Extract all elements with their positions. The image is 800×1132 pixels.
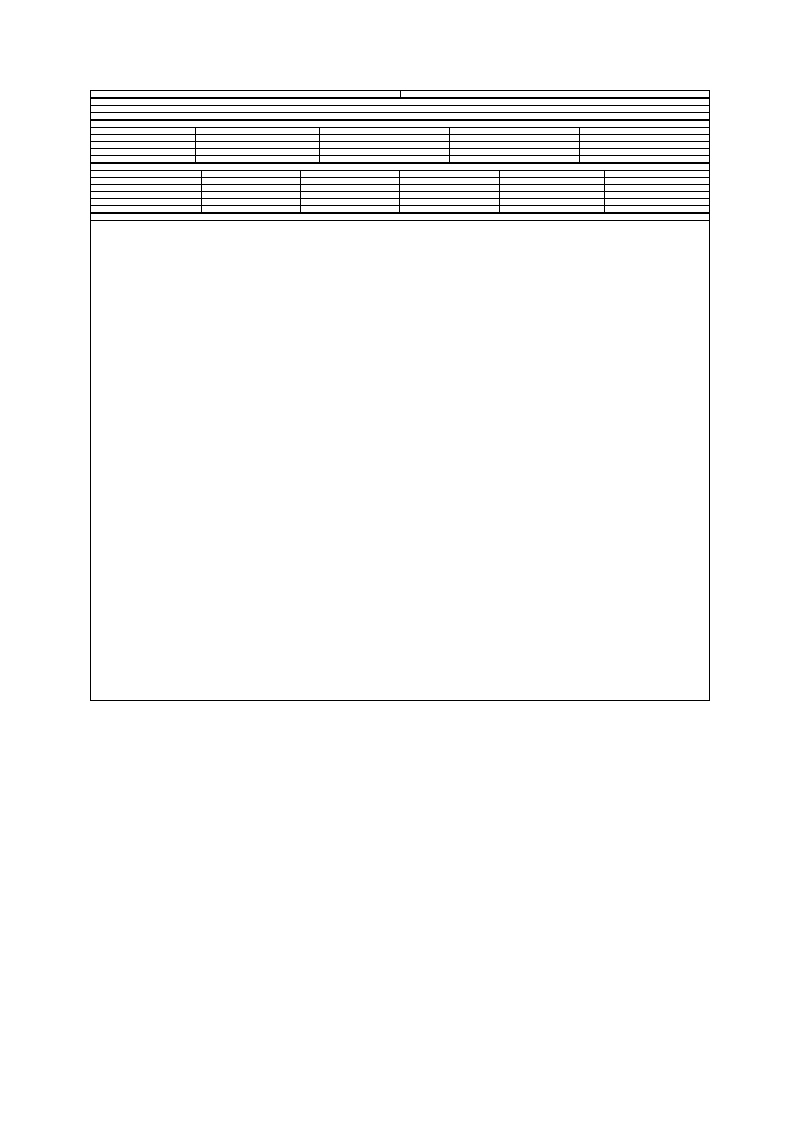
t2r4c3: [400, 206, 499, 213]
t2r3c4: [499, 199, 604, 206]
t2r2c4: [499, 192, 604, 199]
t2r1c0: [91, 185, 202, 192]
t1r2c4: [579, 149, 709, 156]
t2r0c5: [604, 178, 709, 185]
t1-h3: [450, 128, 580, 135]
t1-h0: [91, 128, 196, 135]
t1r3c1: [196, 156, 320, 163]
t1r0c1: [196, 135, 320, 142]
t2r1c3: [400, 185, 499, 192]
flow-title-row: [90, 213, 710, 221]
t2-h2: [301, 171, 400, 178]
t1-h4: [579, 128, 709, 135]
t1r1c1: [196, 142, 320, 149]
t2-h1: [202, 171, 301, 178]
t2r0c4: [499, 178, 604, 185]
t2-h3: [400, 171, 499, 178]
situation-design: [90, 98, 710, 120]
t1r1c4: [579, 142, 709, 149]
table-collab: [90, 163, 710, 213]
t2-h4: [499, 171, 604, 178]
t1r3c2: [320, 156, 450, 163]
t1r2c1: [196, 149, 320, 156]
sub3-title: [91, 214, 710, 221]
t2r2c0: [91, 192, 202, 199]
t1r1c3: [450, 142, 580, 149]
t2r2c2: [301, 192, 400, 199]
heading-2: [91, 113, 710, 120]
t1r3c3: [450, 156, 580, 163]
option-3: [91, 91, 401, 98]
t2r3c1: [202, 199, 301, 206]
t2-h0: [91, 171, 202, 178]
t1-h2: [320, 128, 450, 135]
t1r0c0: [91, 135, 196, 142]
t1-h1: [196, 128, 320, 135]
t2r3c3: [400, 199, 499, 206]
t2r3c2: [301, 199, 400, 206]
section2-title: [91, 99, 710, 106]
section2-body: [91, 106, 710, 113]
t2-h5: [604, 171, 709, 178]
t1r2c0: [91, 149, 196, 156]
t2r1c5: [604, 185, 709, 192]
flowchart-svg: [91, 221, 709, 701]
t1r2c2: [320, 149, 450, 156]
t1r0c2: [320, 135, 450, 142]
t2r4c2: [301, 206, 400, 213]
t1r1c2: [320, 142, 450, 149]
t1r3c0: [91, 156, 196, 163]
t2r3c0: [91, 199, 202, 206]
t1r0c4: [579, 135, 709, 142]
option-4: [400, 91, 710, 98]
t1r2c3: [450, 149, 580, 156]
t2r1c2: [301, 185, 400, 192]
options-row: [90, 90, 710, 98]
t2r1c4: [499, 185, 604, 192]
t2r2c3: [400, 192, 499, 199]
t1r0c3: [450, 135, 580, 142]
t2r4c5: [604, 206, 709, 213]
sub2-title: [91, 164, 710, 171]
t2r4c1: [202, 206, 301, 213]
t2r4c0: [91, 206, 202, 213]
t2r4c4: [499, 206, 604, 213]
t1r1c0: [91, 142, 196, 149]
t2r1c1: [202, 185, 301, 192]
flowchart-container: [90, 221, 710, 701]
t2r2c1: [202, 192, 301, 199]
t2r0c0: [91, 178, 202, 185]
t1r3c4: [579, 156, 709, 163]
t2r3c5: [604, 199, 709, 206]
t2r0c3: [400, 178, 499, 185]
t2r0c1: [202, 178, 301, 185]
sub1-title: [91, 121, 710, 128]
table-autonomous: [90, 120, 710, 163]
t2r0c2: [301, 178, 400, 185]
t2r2c5: [604, 192, 709, 199]
